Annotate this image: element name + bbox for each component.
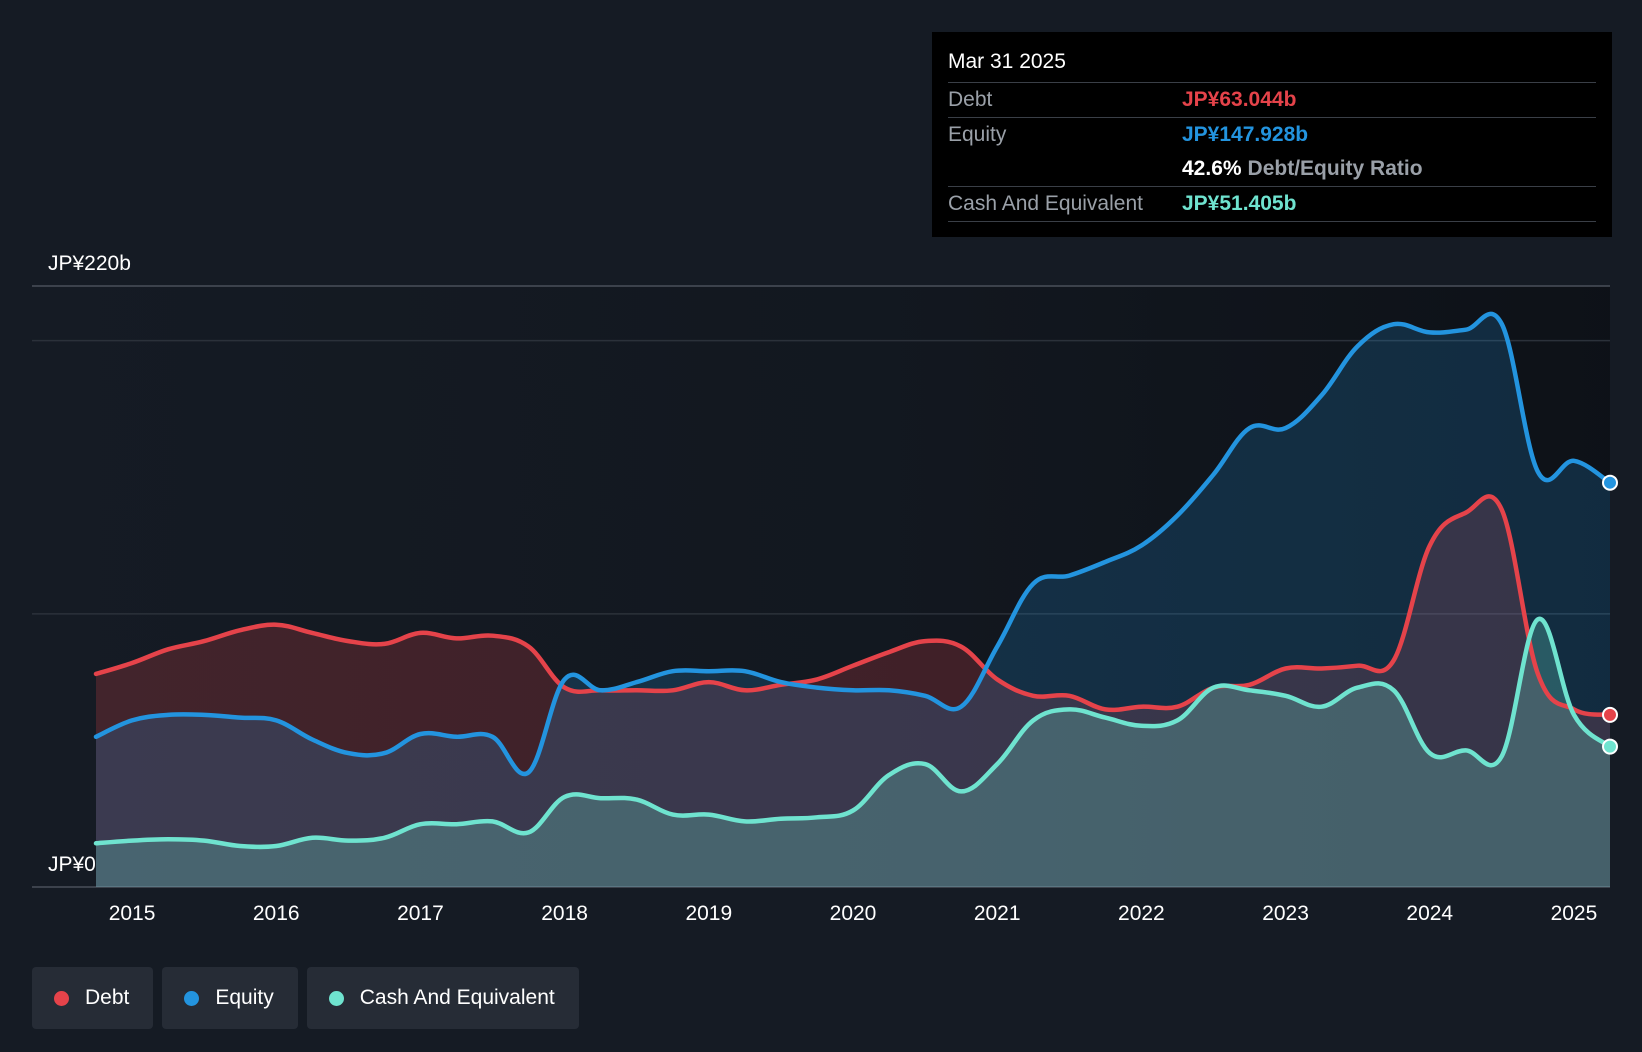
y-top-label: JP¥220b [48,252,131,275]
legend-item-cash[interactable]: Cash And Equivalent [306,967,579,1029]
debt-line [93,494,1613,718]
series-lines [93,311,1613,850]
tooltip-equity-row: Equity JP¥147.928b [948,118,1596,152]
x-tick-2024: 2024 [1406,902,1453,925]
tooltip-equity-value: JP¥147.928b [1182,123,1309,146]
x-tick-2017: 2017 [397,902,444,925]
tooltip-cash-row: Cash And Equivalent JP¥51.405b [948,187,1596,222]
equity-line [93,311,1613,777]
legend-label-debt: Debt [85,986,130,1009]
legend-item-debt[interactable]: Debt [32,967,154,1029]
tooltip-debt-label: Debt [948,88,993,111]
legend-item-equity[interactable]: Equity [162,967,298,1029]
cash-end-marker [1602,738,1618,755]
cash-line [93,616,1613,850]
x-tick-2020: 2020 [830,902,877,925]
plot-background [32,286,1610,887]
grid-lines [32,285,1610,888]
x-tick-2015: 2015 [109,902,156,925]
y-bottom-label: JP¥0 [48,853,96,876]
tooltip-ratio-row: 42.6% Debt/Equity Ratio [948,152,1596,187]
data-tooltip: Mar 31 2025 Debt JP¥63.044b Equity JP¥14… [932,32,1612,237]
x-tick-2021: 2021 [974,902,1021,925]
legend-label-equity: Equity [215,986,274,1009]
chart-legend: Debt Equity Cash And Equivalent [32,967,579,1029]
tooltip-date: Mar 31 2025 [948,46,1596,83]
tooltip-debt-value: JP¥63.044b [1182,88,1297,111]
x-tick-2022: 2022 [1118,902,1165,925]
tooltip-cash-label: Cash And Equivalent [948,192,1143,215]
debt-end-marker [1602,706,1618,723]
cash-dot-icon [328,990,344,1006]
x-tick-2019: 2019 [685,902,732,925]
cash-area [96,618,1610,887]
tooltip-debt-row: Debt JP¥63.044b [948,83,1596,118]
tooltip-ratio-label: Debt/Equity Ratio [1247,157,1423,180]
x-tick-2025: 2025 [1551,902,1598,925]
equity-area [96,313,1610,887]
x-tick-2018: 2018 [541,902,588,925]
tooltip-ratio-value: 42.6% [1182,157,1242,180]
debt-dot-icon [54,990,69,1006]
equity-dot-icon [184,990,200,1006]
legend-label-cash: Cash And Equivalent [359,986,555,1009]
tooltip-cash-value: JP¥51.405b [1182,192,1297,215]
x-tick-2023: 2023 [1262,902,1309,925]
x-axis-ticks: 2015 2016 2017 2018 2019 2020 2021 2022 2023 2024… [109,902,1598,925]
x-tick-2016: 2016 [253,902,300,925]
equity-end-marker [1602,474,1618,491]
series-end-markers [1602,474,1618,755]
tooltip-equity-label: Equity [948,123,1007,146]
